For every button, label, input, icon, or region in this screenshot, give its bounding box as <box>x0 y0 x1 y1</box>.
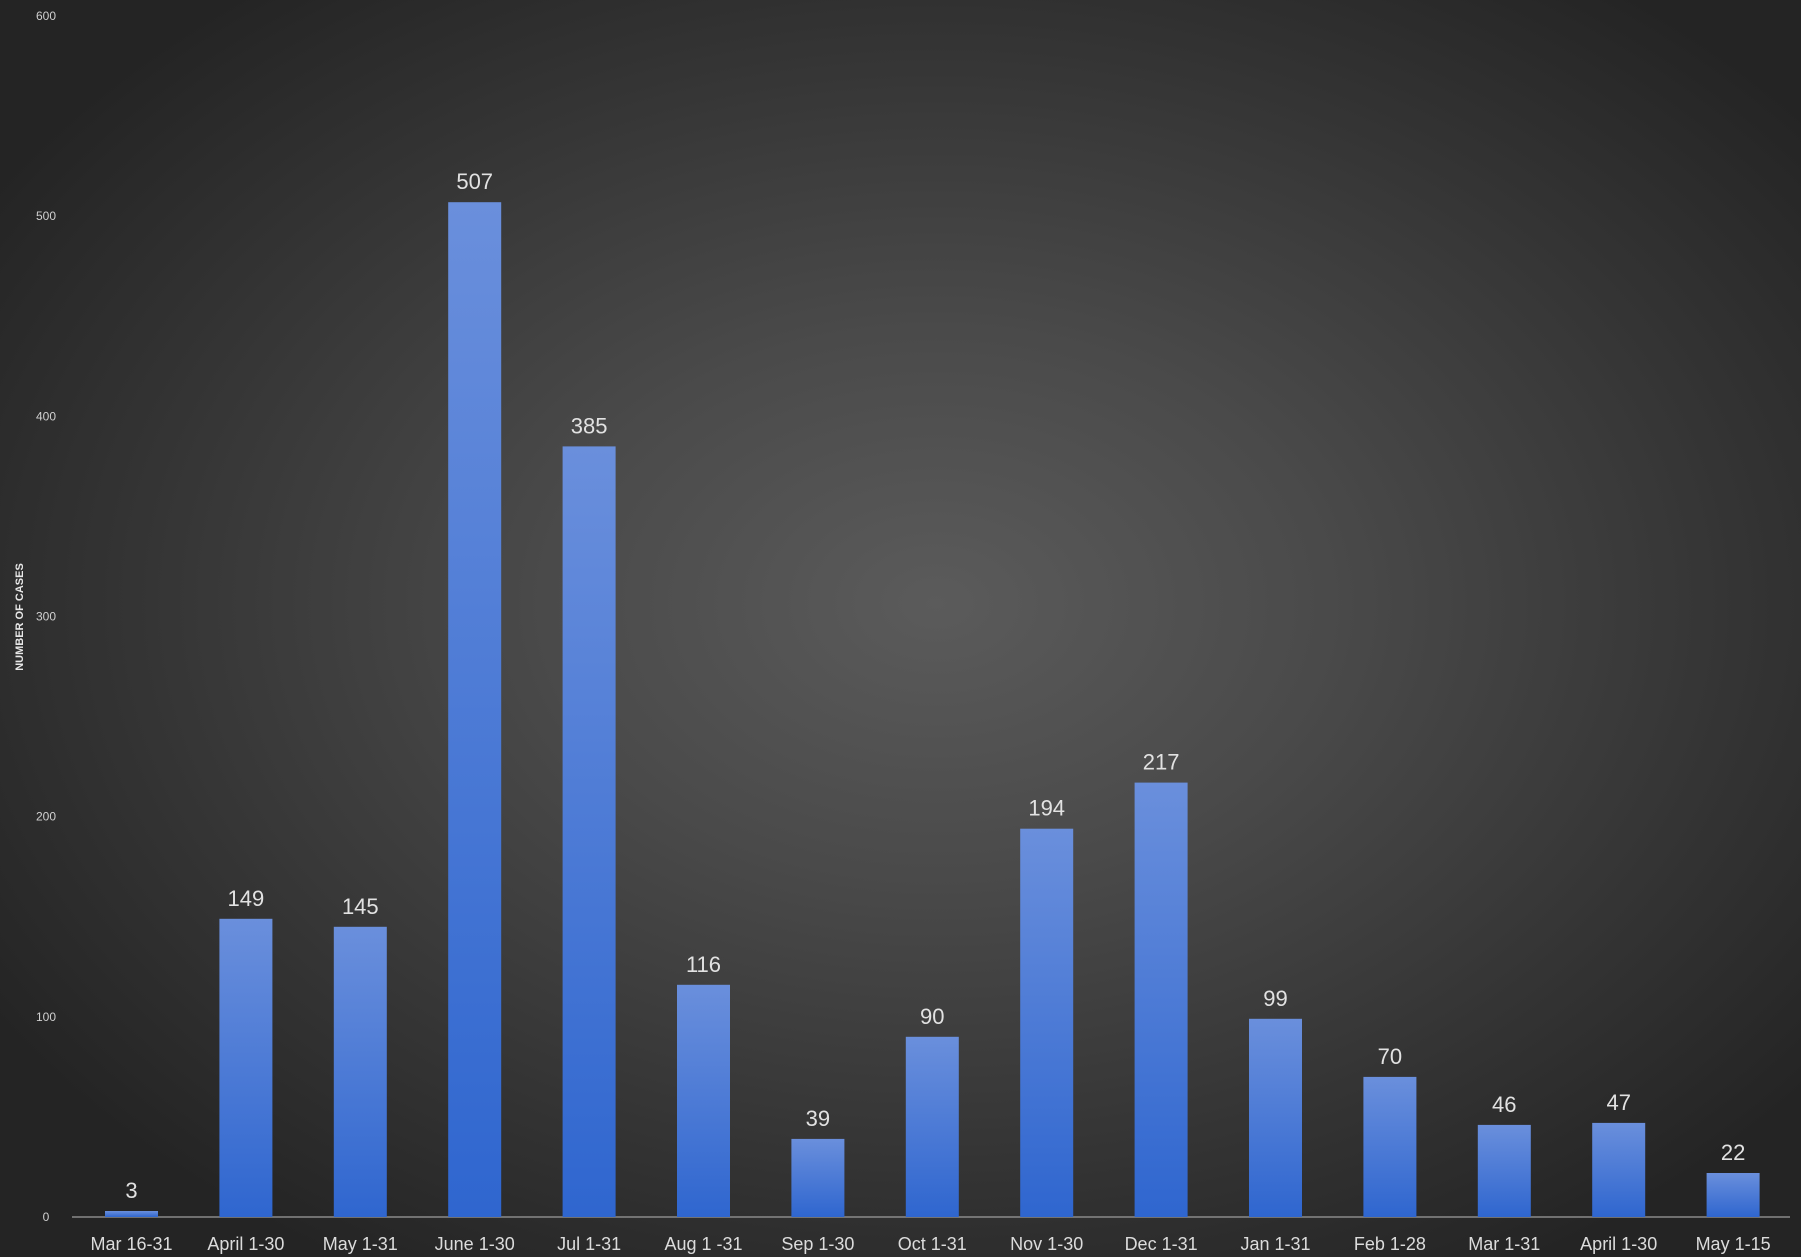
x-tick-label: April 1-30 <box>207 1234 284 1254</box>
x-tick-label: May 1-31 <box>323 1234 398 1254</box>
x-tick-label: Mar 1-31 <box>1468 1234 1540 1254</box>
bar <box>562 446 616 1217</box>
x-axis: Mar 16-31 April 1-30 May 1-31 June 1-30 Jul … <box>90 1234 1770 1254</box>
bar <box>791 1138 845 1217</box>
data-labels: 3 149 145 507 385 116 39 90 194 217 99 70 46 47 22 <box>125 169 1745 1203</box>
data-label: 145 <box>342 894 379 919</box>
bar <box>1363 1076 1417 1217</box>
x-tick-label: Nov 1-30 <box>1010 1234 1083 1254</box>
bar <box>905 1036 959 1217</box>
bar <box>1134 782 1188 1217</box>
y-tick-label: 200 <box>36 810 56 824</box>
x-tick-label: Sep 1-30 <box>781 1234 854 1254</box>
data-label: 22 <box>1721 1140 1745 1165</box>
y-tick-label: 300 <box>36 610 56 624</box>
data-label: 116 <box>686 952 721 977</box>
y-tick-label: 400 <box>36 409 56 423</box>
data-label: 99 <box>1263 986 1287 1011</box>
x-tick-label: June 1-30 <box>435 1234 515 1254</box>
data-label: 217 <box>1143 750 1180 775</box>
x-tick-label: Jan 1-31 <box>1240 1234 1310 1254</box>
data-label: 46 <box>1492 1092 1516 1117</box>
bar <box>677 984 730 1217</box>
y-tick-label: 500 <box>36 209 56 223</box>
bar <box>333 926 387 1217</box>
x-tick-label: April 1-30 <box>1580 1234 1657 1254</box>
data-label: 70 <box>1378 1044 1402 1069</box>
data-label: 507 <box>456 169 493 194</box>
bar <box>1020 828 1074 1217</box>
x-tick-label: May 1-15 <box>1696 1234 1771 1254</box>
bar <box>105 1211 158 1217</box>
x-tick-label: Jul 1-31 <box>557 1234 621 1254</box>
y-tick-label: 600 <box>36 9 56 23</box>
data-label: 385 <box>571 413 608 438</box>
data-label: 3 <box>125 1178 137 1203</box>
data-label: 39 <box>806 1106 830 1131</box>
y-tick-label: 100 <box>36 1010 56 1024</box>
data-label: 90 <box>920 1004 944 1029</box>
bar <box>1249 1018 1302 1217</box>
bar <box>1706 1173 1760 1217</box>
x-tick-label: Oct 1-31 <box>898 1234 967 1254</box>
y-axis-title: NUMBER OF CASES <box>14 563 26 671</box>
bar <box>1477 1124 1531 1217</box>
x-tick-label: Feb 1-28 <box>1354 1234 1426 1254</box>
bar <box>219 918 273 1217</box>
y-tick-label: 0 <box>43 1210 50 1224</box>
x-tick-label: Dec 1-31 <box>1125 1234 1198 1254</box>
bar <box>1592 1122 1646 1217</box>
data-label: 149 <box>228 886 265 911</box>
data-label: 47 <box>1606 1090 1630 1115</box>
y-axis: 0 100 200 300 400 500 600 <box>36 9 56 1224</box>
x-tick-label: Mar 16-31 <box>90 1234 172 1254</box>
data-label: 194 <box>1028 796 1065 821</box>
bar-series <box>105 202 1760 1217</box>
bar <box>448 202 502 1217</box>
x-tick-label: Aug 1 -31 <box>664 1234 742 1254</box>
